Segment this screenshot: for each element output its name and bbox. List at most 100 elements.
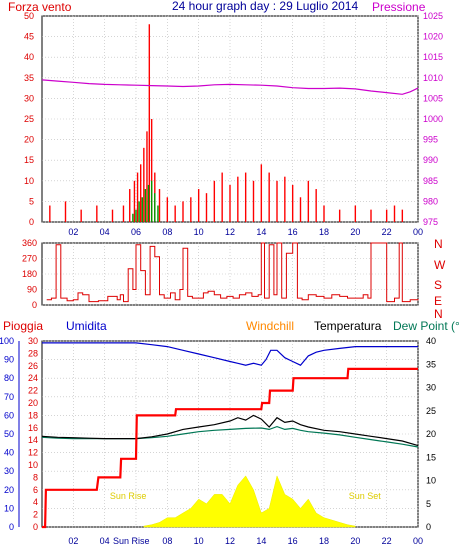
y-left-tick-label: 0 — [29, 217, 34, 227]
y-right-tick-label: 1015 — [423, 52, 443, 62]
y-tick-label: 0 — [32, 300, 37, 310]
y-tick-label: 90 — [27, 285, 37, 295]
x-tick-label: 10 — [194, 536, 204, 546]
y-right-tick-label: 1010 — [423, 73, 443, 83]
x-tick-label: 10 — [194, 227, 204, 237]
temp-tick-label: 40 — [426, 336, 436, 346]
humidity-tick-label: 30 — [4, 466, 14, 476]
y-right-tick-label: 990 — [423, 155, 438, 165]
rain-tick-label: 16 — [28, 423, 38, 433]
legend-windchill: Windchill — [246, 319, 294, 333]
solar-area — [143, 475, 356, 528]
temp-tick-label: 25 — [426, 406, 436, 416]
rain-tick-label: 8 — [33, 472, 38, 482]
y-tick-label: 360 — [22, 238, 37, 248]
compass-label: N — [434, 237, 443, 251]
humidity-tick-label: 20 — [4, 485, 14, 495]
humidity-tick-label: 40 — [4, 448, 14, 458]
y-left-tick-label: 35 — [24, 73, 34, 83]
humidity-tick-label: 10 — [4, 503, 14, 513]
wind-pressure-panel: 0 975 5 980 10 985 15 990 20 995 25 1000 30 1005 35 101… — [24, 11, 443, 237]
rain-tick-label: 30 — [28, 336, 38, 346]
compass-label: E — [434, 294, 442, 308]
x-tick-label: 12 — [225, 227, 235, 237]
y-left-tick-label: 20 — [24, 135, 34, 145]
x-tick-label: 00 — [413, 227, 423, 237]
humidity-tick-label: 90 — [4, 355, 14, 365]
y-right-tick-label: 1005 — [423, 93, 443, 103]
y-tick-label: 180 — [22, 269, 37, 279]
compass-label: W — [434, 258, 446, 272]
y-right-tick-label: 1000 — [423, 114, 443, 124]
humidity-tick-label: 0 — [9, 522, 14, 532]
x-tick-label: 18 — [319, 227, 329, 237]
temp-tick-label: 30 — [426, 383, 436, 393]
rain-tick-label: 26 — [28, 361, 38, 371]
x-tick-label: 18 — [319, 536, 329, 546]
rain-tick-label: 4 — [33, 497, 38, 507]
humidity-line — [42, 342, 418, 366]
temp-tick-label: 5 — [426, 499, 431, 509]
direction-line — [46, 242, 419, 303]
pressure-label: Pressione — [372, 0, 426, 14]
legend-temperature: Temperatura — [314, 319, 382, 333]
y-left-tick-label: 25 — [24, 114, 34, 124]
temp-tick-label: 0 — [426, 522, 431, 532]
humidity-tick-label: 70 — [4, 392, 14, 402]
legend-humidity: Umidita — [66, 319, 107, 333]
rain-tick-label: 10 — [28, 460, 38, 470]
sunrise-axis-label: Sun Rise — [113, 536, 150, 546]
x-tick-label: 22 — [382, 227, 392, 237]
rain-humidity-temp-panel: 0102030405060708090100024681012141618202… — [0, 336, 436, 546]
x-tick-label: 22 — [382, 536, 392, 546]
x-tick-label: 14 — [256, 536, 266, 546]
y-left-tick-label: 5 — [29, 196, 34, 206]
y-left-tick-label: 40 — [24, 52, 34, 62]
humidity-tick-label: 60 — [4, 410, 14, 420]
x-tick-label: 16 — [288, 227, 298, 237]
humidity-tick-label: 50 — [4, 429, 14, 439]
compass-label: S — [434, 278, 442, 292]
x-tick-label: 12 — [225, 536, 235, 546]
humidity-tick-label: 80 — [4, 373, 14, 383]
y-right-tick-label: 1025 — [423, 11, 443, 21]
legend-rain: Pioggia — [3, 319, 43, 333]
temperature-line — [41, 414, 419, 447]
y-left-tick-label: 50 — [24, 11, 34, 21]
x-tick-label: 20 — [350, 227, 360, 237]
y-right-tick-label: 995 — [423, 135, 438, 145]
y-right-tick-label: 980 — [423, 196, 438, 206]
y-right-tick-label: 985 — [423, 176, 438, 186]
x-tick-label: 08 — [162, 536, 172, 546]
x-tick-label: 16 — [288, 536, 298, 546]
rain-tick-label: 12 — [28, 448, 38, 458]
temp-tick-label: 35 — [426, 359, 436, 369]
temp-tick-label: 20 — [426, 429, 436, 439]
rain-line — [42, 367, 418, 529]
pressure-line — [41, 79, 419, 95]
rain-tick-label: 2 — [33, 510, 38, 520]
chart-title: 24 hour graph day : 29 Luglio 2014 — [172, 0, 358, 13]
rain-tick-label: 0 — [33, 522, 38, 532]
rain-tick-label: 18 — [28, 410, 38, 420]
y-left-tick-label: 30 — [24, 93, 34, 103]
y-right-tick-label: 975 — [423, 217, 438, 227]
rain-tick-label: 20 — [28, 398, 38, 408]
legend-dewpoint: Dew Point (°C — [393, 319, 459, 333]
y-left-tick-label: 15 — [24, 155, 34, 165]
x-tick-label: 00 — [413, 536, 423, 546]
sunset-annotation: Sun Set — [349, 491, 382, 501]
temp-tick-label: 15 — [426, 452, 436, 462]
rain-tick-label: 14 — [28, 435, 38, 445]
x-tick-label: 20 — [350, 536, 360, 546]
x-tick-label: 06 — [131, 227, 141, 237]
x-tick-label: 02 — [68, 227, 78, 237]
rain-tick-label: 24 — [28, 373, 38, 383]
x-tick-label: 14 — [256, 227, 266, 237]
wind-force-label: Forza vento — [8, 0, 72, 14]
temp-tick-label: 10 — [426, 476, 436, 486]
rain-tick-label: 6 — [33, 485, 38, 495]
x-tick-label: 04 — [100, 227, 110, 237]
